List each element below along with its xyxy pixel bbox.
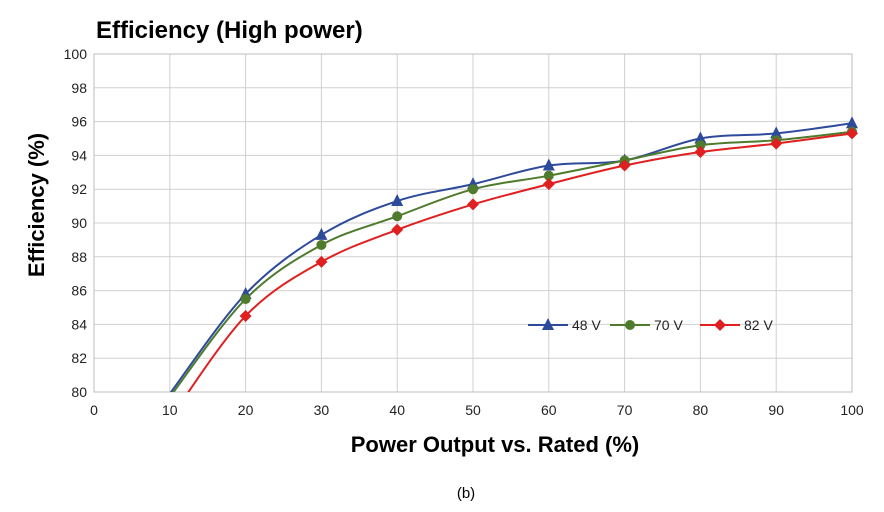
data-point	[391, 194, 404, 207]
y-tick-label: 94	[71, 147, 87, 163]
data-point	[770, 126, 783, 139]
data-point	[468, 184, 478, 195]
data-point	[542, 178, 555, 191]
series-line	[169, 122, 852, 392]
data-point	[618, 159, 631, 172]
x-tick-label: 40	[389, 402, 405, 418]
data-point	[239, 309, 252, 322]
y-tick-label: 84	[71, 316, 87, 332]
legend-marker	[714, 319, 726, 331]
y-tick-label: 80	[71, 384, 87, 400]
data-point	[770, 137, 783, 150]
legend-label: 70 V	[654, 317, 683, 333]
data-point	[846, 116, 858, 129]
series-line	[172, 130, 852, 392]
data-point	[542, 158, 555, 171]
x-axis-title: Power Output vs. Rated (%)	[351, 432, 639, 457]
x-tick-label: 70	[617, 402, 633, 418]
figure-caption: (b)	[457, 485, 475, 502]
data-point	[543, 170, 554, 181]
x-tick-label: 80	[693, 402, 709, 418]
x-tick-label: 0	[90, 402, 98, 418]
series-line	[187, 132, 852, 392]
data-point	[694, 146, 707, 159]
series-markers	[239, 116, 858, 322]
y-tick-label: 86	[71, 283, 87, 299]
x-tick-label: 90	[768, 402, 784, 418]
y-tick-label: 98	[71, 80, 87, 96]
y-tick-label: 92	[71, 181, 87, 197]
x-tick-label: 30	[314, 402, 330, 418]
plot-border	[93, 53, 853, 393]
x-tick-label: 60	[541, 402, 557, 418]
data-point	[694, 131, 707, 144]
data-point	[392, 211, 403, 222]
data-point	[846, 127, 858, 140]
data-point	[315, 227, 328, 240]
y-axis-title: Efficiency (%)	[24, 133, 49, 277]
y-tick-label: 88	[71, 249, 87, 265]
series-lines	[169, 122, 852, 392]
x-tick-label: 20	[238, 402, 254, 418]
data-point	[316, 239, 327, 250]
legend-marker	[625, 320, 635, 330]
legend: 48 V 70 V 82 V	[528, 317, 773, 333]
data-point	[467, 198, 479, 211]
y-tick-label: 90	[71, 215, 87, 231]
data-point	[695, 140, 706, 151]
legend-label: 82 V	[744, 317, 773, 333]
x-tick-label: 50	[465, 402, 481, 418]
axis-ticks: 0 10 20 30 40 50 60 70 80 90 100 80 82 84 86 88 90 92 94 96…	[64, 46, 864, 418]
chart-title: Efficiency (High power)	[96, 17, 363, 44]
x-tick-label: 10	[162, 402, 178, 418]
data-point	[315, 255, 328, 268]
legend-label: 48 V	[572, 317, 601, 333]
y-tick-label: 100	[64, 46, 88, 62]
data-point	[391, 223, 404, 236]
x-tick-label: 100	[840, 402, 864, 418]
y-tick-label: 96	[71, 114, 87, 130]
y-tick-label: 82	[71, 350, 87, 366]
legend-marker	[542, 318, 554, 330]
data-point	[240, 294, 251, 305]
